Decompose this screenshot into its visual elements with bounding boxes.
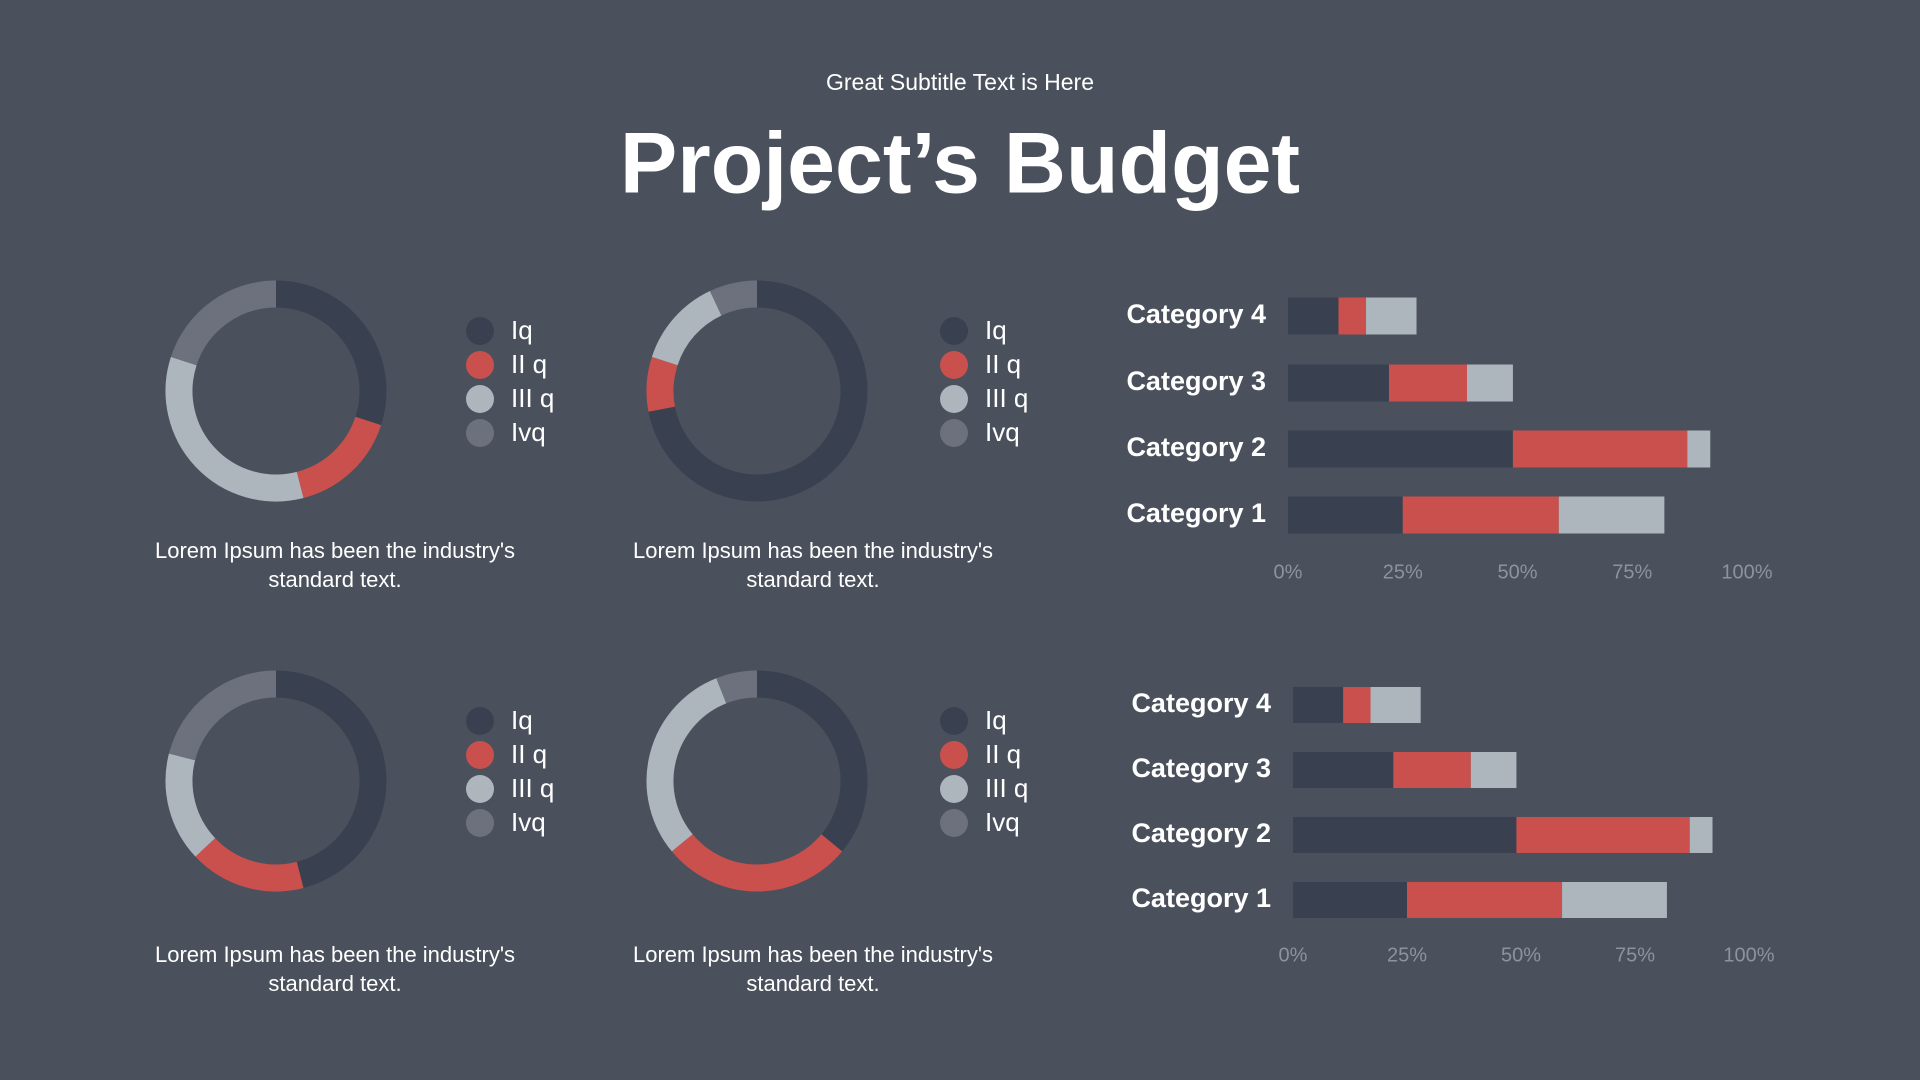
bar-segment — [1293, 752, 1394, 788]
legend-swatch — [466, 775, 494, 803]
legend-label: II q — [985, 739, 1021, 769]
legend-swatch — [940, 419, 968, 447]
bar-segment — [1370, 687, 1421, 723]
category-label: Category 2 — [1131, 818, 1271, 848]
title: Project’s Budget — [620, 116, 1300, 212]
bar-segment — [1288, 430, 1513, 468]
caption: Lorem Ipsum has been the industry's stan… — [154, 538, 516, 592]
legend-swatch — [466, 741, 494, 769]
x-tick-label: 25% — [1383, 561, 1423, 583]
bar-segment — [1288, 496, 1403, 534]
legend-swatch — [466, 707, 494, 735]
legend-label: Ivq — [511, 417, 546, 447]
bar-segment — [1293, 687, 1344, 723]
bar-segment — [1388, 364, 1468, 402]
legend-swatch — [940, 707, 968, 735]
legend-label: Iq — [985, 705, 1007, 735]
x-tick-label: 75% — [1612, 561, 1652, 583]
bar-segment — [1293, 817, 1517, 853]
bar-segment — [1402, 496, 1559, 534]
donut-segment — [756, 670, 868, 852]
legend-label: II q — [985, 349, 1021, 379]
legend-swatch — [940, 809, 968, 837]
legend-swatch — [466, 351, 494, 379]
legend-swatch — [940, 385, 968, 413]
donut-segment — [275, 280, 387, 426]
category-label: Category 3 — [1131, 753, 1271, 783]
legend-label: Iq — [511, 315, 533, 345]
category-label: Category 1 — [1131, 883, 1271, 913]
bar-segment — [1407, 882, 1563, 918]
category-label: Category 3 — [1126, 366, 1266, 396]
category-label: Category 4 — [1126, 299, 1266, 329]
donut-segment — [651, 291, 722, 366]
bar-segment — [1393, 752, 1471, 788]
bar-segment — [1687, 430, 1711, 468]
bar-segment — [1338, 297, 1367, 335]
legend-label: III q — [511, 773, 554, 803]
legend-swatch — [466, 385, 494, 413]
caption: Lorem Ipsum has been the industry's stan… — [632, 538, 994, 592]
donut-segment — [275, 670, 387, 889]
donut-segment — [646, 678, 727, 852]
donut-segment — [165, 753, 216, 857]
bar-segment — [1689, 817, 1713, 853]
category-label: Category 1 — [1126, 498, 1266, 528]
bar-segment — [1293, 882, 1407, 918]
donut-segment — [296, 416, 382, 499]
subtitle: Great Subtitle Text is Here — [826, 69, 1094, 95]
donut-segment — [168, 670, 277, 761]
caption: Lorem Ipsum has been the industry's stan… — [154, 942, 516, 996]
donut-segment — [671, 833, 843, 892]
legend-swatch — [940, 741, 968, 769]
bar-segment — [1288, 364, 1389, 402]
x-tick-label: 50% — [1497, 561, 1537, 583]
bar-segment — [1467, 364, 1513, 402]
x-tick-label: 75% — [1615, 944, 1655, 966]
donut-segment — [646, 356, 678, 412]
legend-label: III q — [985, 383, 1028, 413]
donut-segment — [170, 280, 277, 366]
legend-label: III q — [511, 383, 554, 413]
donut-segment — [716, 670, 758, 704]
legend-swatch — [466, 419, 494, 447]
x-tick-label: 50% — [1501, 944, 1541, 966]
caption: Lorem Ipsum has been the industry's stan… — [632, 942, 994, 996]
donut-segment — [648, 280, 868, 502]
legend-label: Ivq — [985, 807, 1020, 837]
legend-swatch — [940, 775, 968, 803]
legend-label: II q — [511, 739, 547, 769]
legend-swatch — [940, 317, 968, 345]
bar-segment — [1558, 496, 1665, 534]
donut-segment — [709, 280, 758, 316]
legend-label: II q — [511, 349, 547, 379]
x-tick-label: 0% — [1274, 561, 1303, 583]
x-tick-label: 0% — [1279, 944, 1308, 966]
legend-label: Ivq — [985, 417, 1020, 447]
x-tick-label: 100% — [1723, 944, 1774, 966]
legend-label: III q — [985, 773, 1028, 803]
category-label: Category 4 — [1131, 688, 1271, 718]
legend-swatch — [466, 317, 494, 345]
bar-segment — [1343, 687, 1371, 723]
bar-segment — [1562, 882, 1667, 918]
legend-swatch — [466, 809, 494, 837]
bar-segment — [1512, 430, 1688, 468]
donut-segment — [165, 356, 304, 502]
bar-segment — [1470, 752, 1517, 788]
x-tick-label: 100% — [1721, 561, 1772, 583]
legend-label: Iq — [511, 705, 533, 735]
bar-segment — [1288, 297, 1339, 335]
legend-label: Ivq — [511, 807, 546, 837]
category-label: Category 2 — [1126, 432, 1266, 462]
donut-segment — [195, 837, 304, 892]
legend-swatch — [940, 351, 968, 379]
x-tick-label: 25% — [1387, 944, 1427, 966]
bar-segment — [1366, 297, 1417, 335]
legend-label: Iq — [985, 315, 1007, 345]
bar-segment — [1516, 817, 1690, 853]
